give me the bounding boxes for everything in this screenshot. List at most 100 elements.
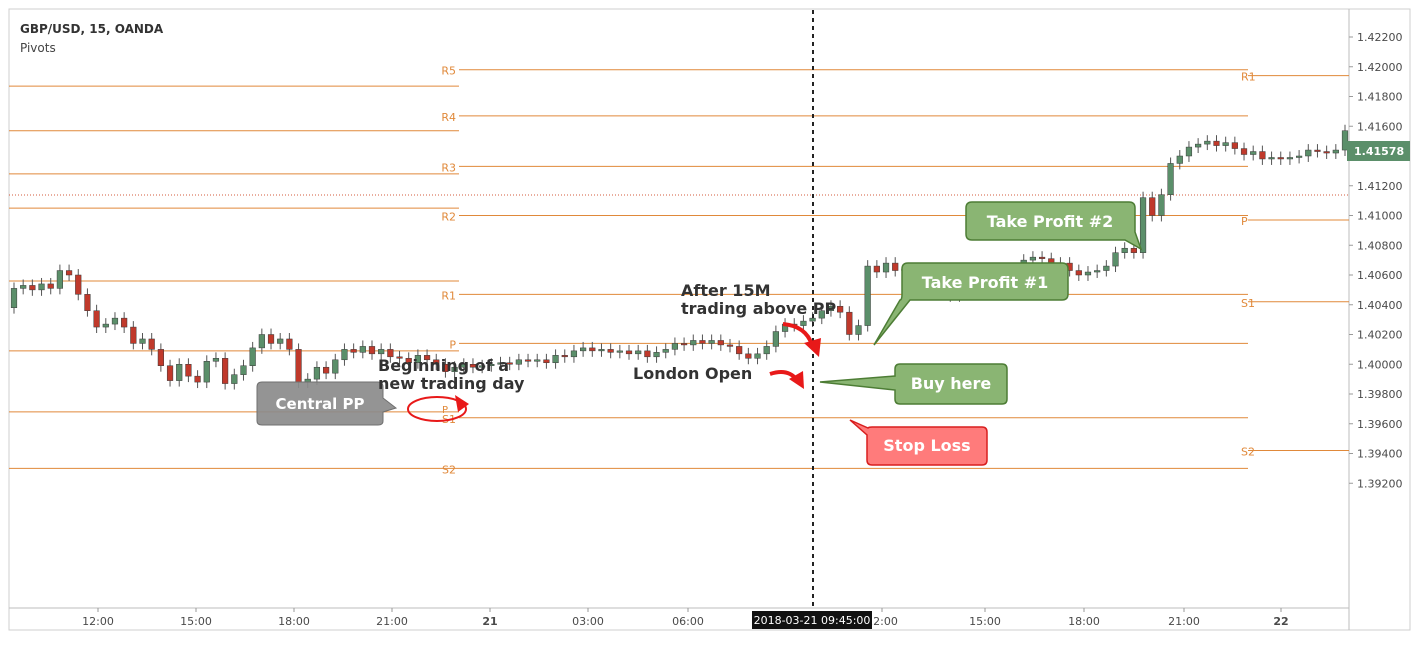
candle-body (644, 350, 651, 358)
crosshair-time-label: 2018-03-21 09:45:00 (754, 614, 871, 627)
candle-body (1240, 148, 1248, 155)
candle-body (1139, 197, 1147, 253)
candle-body (680, 343, 688, 346)
after-15m-arrowhead (804, 338, 821, 357)
candle-body (1176, 155, 1183, 164)
candle-body (313, 366, 321, 380)
price-tick-label: 1.41600 (1357, 120, 1403, 133)
take-profit-2-shape (965, 201, 1143, 251)
candle-body (469, 364, 477, 368)
candle-body (772, 331, 779, 347)
candle-body (1112, 252, 1119, 267)
candle-body (524, 359, 532, 362)
candle-body (93, 310, 100, 328)
candle-body (809, 317, 816, 322)
candle-body (570, 350, 578, 358)
candle-body (1231, 142, 1238, 149)
candle-body (286, 338, 293, 350)
candle-body (111, 317, 119, 325)
candle-body (433, 359, 440, 365)
candle-body (616, 350, 623, 353)
candle-body (1250, 151, 1257, 155)
candle-body (515, 359, 522, 365)
time-tick-label: 15:00 (180, 615, 212, 628)
candle-body (552, 355, 559, 364)
price-tick-label: 1.39400 (1357, 448, 1403, 461)
candle-body (423, 355, 431, 361)
candle-body (277, 338, 284, 344)
candle-body (84, 294, 91, 311)
candle-body (148, 338, 155, 350)
pivot-label-r4: R4 (441, 111, 456, 124)
chart-frame (8, 8, 1411, 631)
stop-loss-callout: Stop Loss (849, 419, 988, 466)
symbol-title: GBP/USD, 15, OANDA (20, 22, 164, 36)
candle-body (378, 349, 385, 355)
candle-body (1332, 149, 1339, 154)
time-tick-label: 12:00 (82, 615, 114, 628)
candle-body (708, 340, 715, 344)
candle-body (1158, 194, 1165, 216)
time-tick-label: 21:00 (1168, 615, 1200, 628)
pivot-label-r2: R2 (441, 211, 456, 224)
take-profit-2-label: Take Profit #2 (987, 212, 1114, 231)
candle-body (258, 334, 265, 349)
time-tick-label: 22 (1273, 615, 1288, 628)
candle-body (121, 317, 128, 328)
candle-body (873, 265, 880, 273)
candle-body (1305, 149, 1312, 157)
take-profit-1-label: Take Profit #1 (922, 273, 1049, 292)
candle-body (249, 347, 256, 366)
candle-body (625, 350, 633, 355)
london-open-note: London Open (633, 364, 752, 383)
time-axis: 12:00 15:00 18:00 21:00 21 03:00 06:00 12:00 15:… (82, 608, 1289, 628)
candle-body (726, 344, 734, 347)
time-tick-label: 21:00 (376, 615, 408, 628)
new-day-note-line2: new trading day (378, 374, 525, 393)
stop-loss-shape (849, 419, 988, 466)
candle-body (414, 355, 421, 364)
after-15m-note-line1: After 15M (681, 281, 771, 300)
price-tick-label: 1.40400 (1357, 299, 1403, 312)
candle-body (212, 358, 220, 362)
candle-body (1149, 197, 1156, 216)
candle-body (203, 361, 210, 383)
candle-body (763, 346, 770, 355)
candle-body (267, 334, 275, 344)
candle-body (47, 283, 54, 289)
pivot-label-p: P (449, 338, 456, 351)
candle-body (75, 274, 82, 295)
candle-body (222, 358, 229, 384)
candle-body (635, 350, 642, 355)
candle-body (745, 353, 752, 359)
indicator-name: Pivots (20, 41, 56, 55)
candle-body (368, 346, 376, 355)
candle-body (1185, 146, 1193, 157)
pivot-label-s2: S2 (1241, 446, 1255, 459)
candle-body (1195, 143, 1202, 148)
candle-body (1204, 140, 1211, 145)
candle-body (864, 265, 871, 326)
candle-body (543, 359, 550, 364)
candle-body (1314, 149, 1321, 152)
pivot-highlight-label: P (442, 405, 448, 416)
candle-body (1296, 155, 1303, 158)
candle-body (1323, 151, 1330, 154)
pivot-label-r5: R5 (441, 65, 456, 78)
candle-body (350, 349, 357, 353)
candle-body (56, 270, 63, 289)
candle-body (332, 359, 339, 374)
candle-body (1038, 256, 1046, 259)
take-profit-2-callout: Take Profit #2 (965, 201, 1143, 251)
candle-body (1103, 265, 1110, 271)
pivot-label-r1: R1 (1241, 71, 1256, 84)
candle-body (882, 262, 890, 273)
candle-body (442, 364, 449, 372)
candle-body (717, 340, 724, 346)
candle-body (534, 359, 541, 362)
pivot-highlight-arrow (455, 395, 469, 412)
candle-body (460, 364, 467, 368)
candle-body (1075, 270, 1082, 276)
